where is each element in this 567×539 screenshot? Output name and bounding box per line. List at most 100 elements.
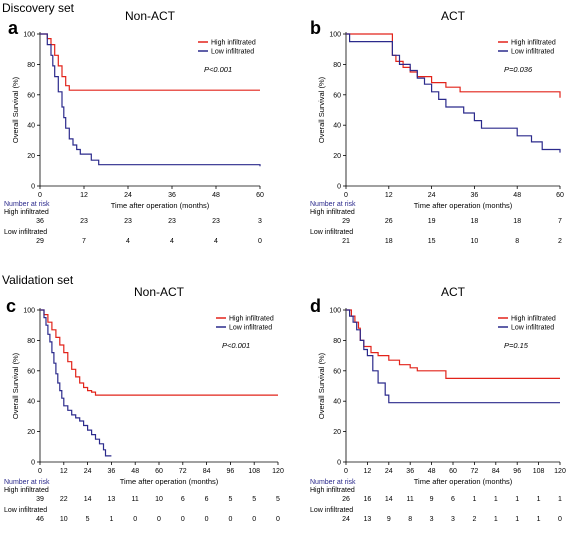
risk-value: 0 (205, 516, 209, 523)
risk-value: 29 (36, 238, 44, 245)
risk-value: 3 (258, 218, 262, 225)
legend-label: High infiltrated (211, 40, 256, 47)
x-axis-label: Time after operation (months) (414, 201, 513, 210)
panel-letter: a (8, 18, 19, 38)
risk-value: 14 (385, 496, 393, 503)
risk-table-header: Number at risk (310, 201, 356, 208)
y-axis-label: Overall Survival (%) (317, 352, 326, 419)
y-tick-label: 80 (333, 62, 341, 69)
survival-curve-high (40, 309, 278, 396)
panel-b: b ACT 0 20 40 60 80 100 0 12 24 36 48 60 Time after op… (310, 9, 564, 245)
risk-value: 3 (451, 516, 455, 523)
risk-value: 5 (228, 496, 232, 503)
risk-value: 1 (494, 516, 498, 523)
risk-row-label: Low infiltrated (310, 229, 353, 236)
y-tick-label: 100 (329, 308, 341, 315)
risk-value: 7 (82, 238, 86, 245)
y-tick-label: 100 (23, 308, 35, 315)
risk-value: 4 (126, 238, 130, 245)
legend-label: High infiltrated (511, 316, 556, 323)
risk-value: 14 (84, 496, 92, 503)
y-tick-label: 60 (333, 92, 341, 99)
risk-value: 19 (428, 218, 436, 225)
risk-value: 1 (515, 496, 519, 503)
y-tick-label: 40 (27, 399, 35, 406)
x-tick-label: 12 (385, 192, 393, 199)
y-tick-label: 20 (333, 429, 341, 436)
risk-value: 15 (428, 238, 436, 245)
panel-letter: c (6, 296, 16, 316)
risk-value: 11 (407, 496, 414, 503)
y-tick-label: 80 (333, 338, 341, 345)
risk-value: 29 (342, 218, 350, 225)
survival-curve-high (40, 33, 260, 91)
risk-value: 8 (515, 238, 519, 245)
risk-value: 0 (252, 516, 256, 523)
risk-value: 5 (252, 496, 256, 503)
risk-value: 6 (181, 496, 185, 503)
risk-value: 1 (558, 496, 562, 503)
p-value: P=0.15 (504, 341, 529, 350)
risk-value: 18 (471, 218, 479, 225)
risk-value: 26 (342, 496, 350, 503)
x-tick-label: 60 (449, 468, 457, 475)
risk-value: 0 (181, 516, 185, 523)
x-axis-label: Time after operation (months) (120, 477, 219, 486)
panel-title: Non-ACT (134, 285, 185, 299)
y-axis-label: Overall Survival (%) (11, 352, 20, 419)
risk-row-label: Low infiltrated (4, 507, 47, 514)
risk-value: 1 (109, 516, 113, 523)
risk-table-header: Number at risk (4, 479, 50, 486)
risk-value: 21 (342, 238, 350, 245)
panel-letter: d (310, 296, 321, 316)
risk-value: 13 (108, 496, 116, 503)
x-tick-label: 60 (256, 192, 264, 199)
x-tick-label: 12 (60, 468, 68, 475)
risk-row-label: High infiltrated (4, 487, 49, 494)
x-tick-label: 48 (513, 192, 521, 199)
risk-row-label: High infiltrated (4, 209, 49, 216)
panel-title: ACT (441, 285, 466, 299)
p-value: P=0.036 (504, 65, 533, 74)
y-axis-label: Overall Survival (%) (317, 76, 326, 143)
x-tick-label: 108 (533, 468, 545, 475)
risk-value: 1 (494, 496, 498, 503)
survival-curve-low (346, 33, 561, 153)
risk-value: 1 (515, 516, 519, 523)
x-tick-label: 24 (84, 468, 92, 475)
x-tick-label: 120 (272, 468, 284, 475)
x-tick-label: 0 (38, 468, 42, 475)
risk-value: 5 (86, 516, 90, 523)
x-tick-label: 36 (406, 468, 414, 475)
y-tick-label: 20 (27, 429, 35, 436)
x-tick-label: 96 (513, 468, 521, 475)
risk-value: 24 (342, 516, 350, 523)
section-title-validation: Validation set (2, 273, 74, 287)
risk-value: 7 (558, 218, 562, 225)
y-tick-label: 20 (27, 153, 35, 160)
y-tick-label: 60 (27, 92, 35, 99)
legend-label: Low infiltrated (229, 325, 272, 332)
y-axis-label: Overall Survival (%) (11, 76, 20, 143)
y-tick-label: 80 (27, 338, 35, 345)
y-tick-label: 60 (27, 368, 35, 375)
risk-value: 10 (155, 496, 163, 503)
x-tick-label: 0 (38, 192, 42, 199)
risk-value: 4 (214, 238, 218, 245)
survival-curve-low (346, 309, 560, 404)
y-tick-label: 0 (337, 460, 341, 467)
risk-value: 9 (387, 516, 391, 523)
x-tick-label: 36 (471, 192, 479, 199)
risk-value: 0 (228, 516, 232, 523)
risk-value: 18 (385, 238, 393, 245)
legend-label: High infiltrated (511, 40, 556, 47)
x-tick-label: 48 (428, 468, 436, 475)
risk-row-label: Low infiltrated (4, 229, 47, 236)
legend-label: Low infiltrated (511, 325, 554, 332)
risk-value: 39 (36, 496, 44, 503)
x-tick-label: 36 (108, 468, 116, 475)
x-tick-label: 108 (248, 468, 260, 475)
risk-value: 0 (157, 516, 161, 523)
